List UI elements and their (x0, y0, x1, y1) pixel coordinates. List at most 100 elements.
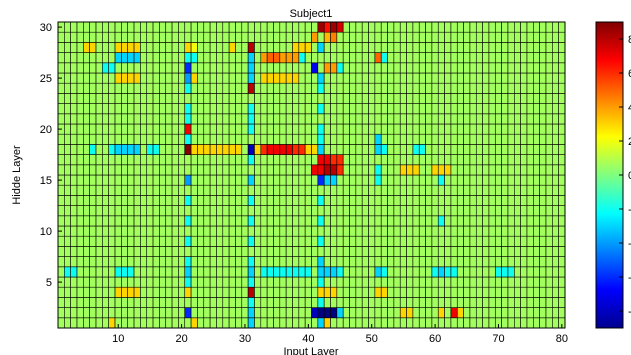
heatmap-cell (488, 246, 496, 257)
heatmap-cell (178, 31, 186, 43)
heatmap-cell (558, 133, 566, 145)
heatmap-cell (171, 103, 179, 115)
heatmap-cell (228, 62, 236, 74)
heatmap-cell (64, 42, 71, 53)
heatmap-cell (507, 103, 515, 115)
heatmap-cell (469, 246, 477, 257)
heatmap-cell (108, 31, 116, 43)
heatmap-cell (475, 52, 483, 64)
heatmap-cell (114, 154, 122, 166)
heatmap-cell (222, 62, 230, 74)
heatmap-cell (279, 72, 287, 84)
heatmap-cell (494, 235, 502, 247)
heatmap-cell (171, 93, 179, 104)
heatmap-cell (228, 266, 236, 278)
heatmap-cell (64, 246, 71, 257)
heatmap-cell (64, 215, 71, 227)
heatmap-cell (304, 52, 312, 64)
heatmap-cell (418, 246, 426, 257)
heatmap-cell (393, 307, 401, 319)
heatmap-cell (76, 266, 84, 278)
heatmap-cell (558, 184, 566, 196)
heatmap-cell (95, 276, 103, 288)
heatmap-cell (83, 205, 90, 217)
heatmap-cell (336, 235, 344, 247)
heatmap-cell (406, 266, 414, 278)
heatmap-cell (425, 225, 433, 237)
heatmap-cell (222, 256, 230, 268)
heatmap-cell (89, 154, 97, 166)
heatmap-cell (64, 307, 71, 319)
heatmap-cell (342, 42, 350, 53)
heatmap-cell (380, 246, 388, 257)
heatmap-cell (406, 297, 414, 308)
heatmap-cell (393, 235, 401, 247)
x-tick-label: 30 (239, 333, 251, 345)
heatmap-cell (95, 52, 103, 64)
heatmap-cell (412, 72, 420, 84)
heatmap-cell (463, 215, 471, 227)
heatmap-cell (298, 266, 306, 278)
heatmap-cell (171, 307, 179, 319)
heatmap-cell (152, 174, 160, 186)
heatmap-cell (298, 286, 306, 298)
heatmap-cell (558, 307, 566, 319)
heatmap-cell (64, 195, 71, 206)
heatmap-cell (311, 164, 319, 176)
heatmap-cell (444, 164, 452, 176)
heatmap-cell (336, 154, 344, 166)
heatmap-cell (57, 93, 65, 104)
heatmap-cell (482, 276, 490, 288)
heatmap-cell (317, 195, 325, 206)
heatmap-cell (520, 154, 528, 166)
heatmap-cell (311, 205, 319, 217)
heatmap-cell (197, 144, 205, 155)
heatmap-cell (412, 123, 420, 135)
heatmap-cell (336, 205, 344, 217)
heatmap-cell (254, 154, 262, 166)
heatmap-cell (526, 72, 534, 84)
heatmap-cell (475, 93, 483, 104)
heatmap-cell (140, 154, 148, 166)
heatmap-cell (127, 266, 135, 278)
heatmap-cell (317, 103, 325, 115)
heatmap-cell (513, 174, 521, 186)
heatmap-cell (450, 113, 458, 125)
heatmap-cell (342, 113, 350, 125)
heatmap-cell (197, 93, 205, 104)
heatmap-cell (273, 235, 281, 247)
heatmap-cell (228, 82, 236, 94)
heatmap-cell (374, 225, 382, 237)
heatmap-cell (406, 123, 414, 135)
heatmap-cell (507, 62, 515, 74)
heatmap-cell (254, 164, 262, 176)
heatmap-cell (133, 21, 141, 33)
heatmap-cell (89, 133, 97, 145)
heatmap-cell (57, 256, 65, 268)
heatmap-cell (298, 276, 306, 288)
heatmap-cell (526, 225, 534, 237)
heatmap-cell (235, 266, 243, 278)
heatmap-cell (184, 144, 192, 155)
heatmap-cell (140, 113, 148, 125)
heatmap-cell (387, 246, 395, 257)
heatmap-cell (368, 62, 376, 74)
heatmap-cell (456, 195, 464, 206)
heatmap-cell (317, 297, 325, 308)
heatmap-cell (311, 317, 319, 329)
heatmap-cell (228, 235, 236, 247)
heatmap-cell (228, 297, 236, 308)
heatmap-cell (298, 113, 306, 125)
heatmap-cell (336, 103, 344, 115)
heatmap-cell (184, 307, 192, 319)
heatmap-cell (279, 286, 287, 298)
heatmap-cell (507, 225, 515, 237)
heatmap-cell (108, 266, 116, 278)
heatmap-cell (108, 164, 116, 176)
heatmap-cell (311, 184, 319, 196)
heatmap-cell (298, 235, 306, 247)
heatmap-cell (317, 144, 325, 155)
heatmap-cell (488, 144, 496, 155)
heatmap-cell (552, 133, 559, 145)
heatmap-cell (418, 205, 426, 217)
